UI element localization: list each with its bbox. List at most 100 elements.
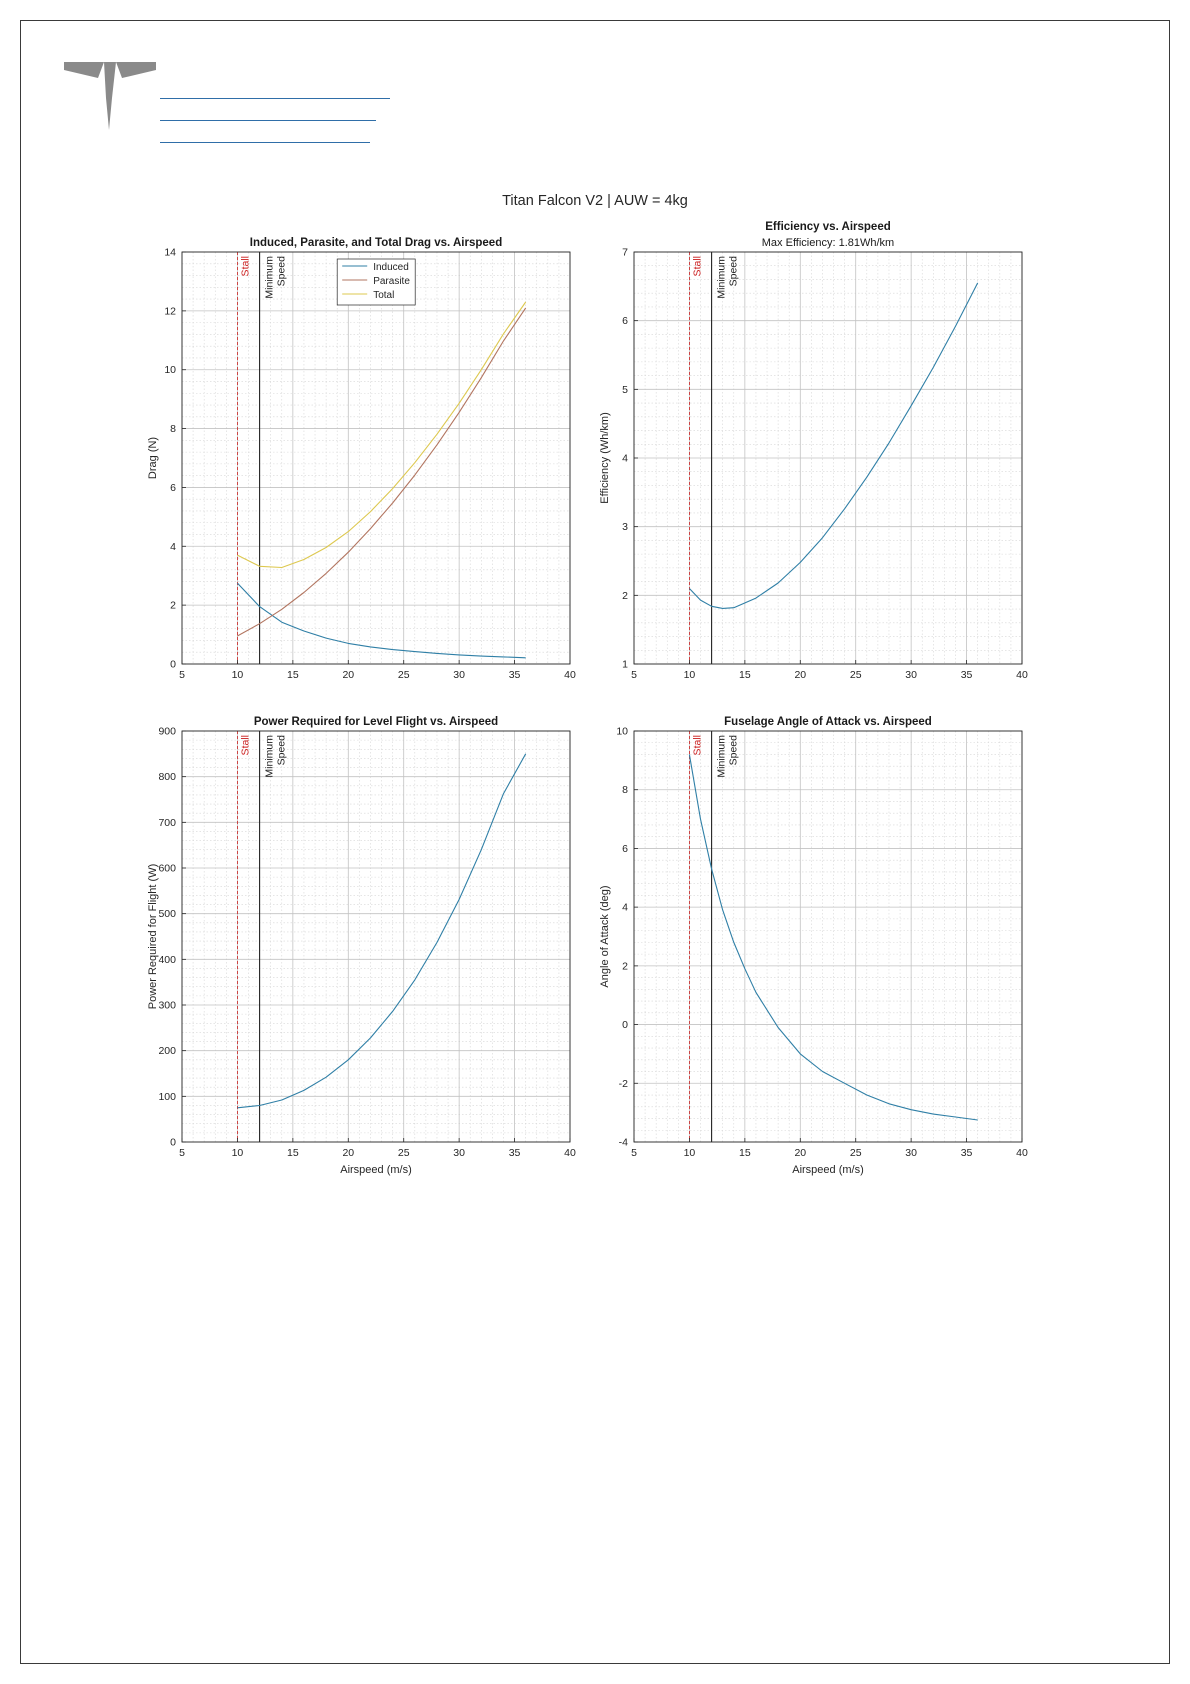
minimum-speed-label-2: Speed <box>276 735 288 766</box>
y-tick-label: -2 <box>619 1078 628 1090</box>
series-line-main <box>688 754 978 1121</box>
series-line-total <box>237 301 527 569</box>
legend: Induced Parasite Total <box>336 258 416 306</box>
x-tick-label: 25 <box>850 1147 862 1159</box>
x-axis-label: Airspeed (m/s) <box>792 1164 864 1176</box>
y-tick-label: 10 <box>616 726 628 738</box>
series-line-induced <box>237 582 526 659</box>
x-tick-label: 15 <box>287 669 299 681</box>
y-tick-label: 400 <box>158 954 176 966</box>
y-tick-label: -4 <box>619 1137 628 1149</box>
y-tick-label: 6 <box>622 843 628 855</box>
y-tick-label: 700 <box>158 817 176 829</box>
stall-label: Stall <box>239 735 251 755</box>
y-axis-label: Drag (N) <box>147 437 159 479</box>
x-tick-label: 10 <box>684 669 696 681</box>
logo-tail <box>104 62 116 130</box>
y-tick-label: 100 <box>158 1091 176 1103</box>
minimum-speed-label-1: Minimum <box>716 735 728 778</box>
y-tick-label: 8 <box>622 784 628 796</box>
x-tick-label: 30 <box>905 669 917 681</box>
y-tick-label: 14 <box>164 247 176 259</box>
x-tick-label: 20 <box>794 1147 806 1159</box>
x-tick-label: 40 <box>564 669 576 681</box>
x-tick-label: 20 <box>342 669 354 681</box>
x-tick-label: 5 <box>179 1147 185 1159</box>
x-tick-label: 35 <box>509 669 521 681</box>
x-tick-label: 20 <box>342 1147 354 1159</box>
stall-label: Stall <box>691 735 703 755</box>
logo-right-wing <box>116 62 156 78</box>
y-tick-label: 4 <box>622 902 628 914</box>
axes-box <box>181 730 571 1143</box>
header-link-line-2[interactable] <box>160 120 376 121</box>
x-tick-label: 5 <box>631 669 637 681</box>
x-tick-label: 10 <box>684 1147 696 1159</box>
axes-box <box>633 730 1023 1143</box>
chart-title: Induced, Parasite, and Total Drag vs. Ai… <box>250 237 502 249</box>
angle-of-attack-chart: Stall Minimum Speed 5 10 15 20 25 30 35 40 -4 -2 0 2 4 6… <box>599 716 1028 1176</box>
minimum-speed-label-1: Minimum <box>264 735 276 778</box>
power-chart: Stall Minimum Speed 5 10 15 20 25 30 35 400 100 200 3… <box>147 716 576 1176</box>
y-tick-label: 900 <box>158 726 176 738</box>
x-tick-label: 5 <box>631 1147 637 1159</box>
chart-title: Efficiency vs. Airspeed <box>765 221 891 233</box>
legend-entry: Total <box>373 290 394 301</box>
y-tick-label: 2 <box>170 600 176 612</box>
y-tick-label: 600 <box>158 863 176 875</box>
series-line-main <box>237 753 527 1109</box>
x-tick-label: 25 <box>398 669 410 681</box>
x-tick-label: 15 <box>739 1147 751 1159</box>
x-tick-label: 35 <box>961 1147 973 1159</box>
minimum-speed-label-2: Speed <box>276 256 288 287</box>
x-tick-label: 35 <box>509 1147 521 1159</box>
y-tick-label: 800 <box>158 771 176 783</box>
x-tick-label: 10 <box>232 1147 244 1159</box>
y-axis-label: Efficiency (Wh/km) <box>599 412 611 503</box>
x-tick-label: 15 <box>287 1147 299 1159</box>
legend-entry: Induced <box>373 262 409 273</box>
chart-title: Fuselage Angle of Attack vs. Airspeed <box>724 716 932 728</box>
series-line-parasite <box>237 307 527 637</box>
company-logo <box>64 62 156 130</box>
y-tick-label: 0 <box>170 1137 176 1149</box>
y-tick-label: 2 <box>622 590 628 602</box>
logo-left-wing <box>64 62 104 78</box>
y-tick-label: 500 <box>158 908 176 920</box>
stall-label: Stall <box>239 256 251 276</box>
x-tick-label: 35 <box>961 669 973 681</box>
x-tick-label: 25 <box>398 1147 410 1159</box>
x-tick-label: 20 <box>794 669 806 681</box>
y-tick-label: 5 <box>622 384 628 396</box>
x-tick-label: 5 <box>179 669 185 681</box>
chart-title: Power Required for Level Flight vs. Airs… <box>254 716 498 728</box>
minimum-speed-label-1: Minimum <box>264 256 276 299</box>
y-tick-label: 3 <box>622 521 628 533</box>
y-tick-label: 6 <box>170 482 176 494</box>
series-line-main <box>689 282 979 609</box>
drag-chart: Stall Minimum Speed 5 10 15 20 25 30 35 40 0 2 4 6 8 10 1… <box>147 237 576 681</box>
y-tick-label: 4 <box>622 453 628 465</box>
chart-subtitle: Max Efficiency: 1.81Wh/km <box>762 237 894 249</box>
stall-label: Stall <box>691 256 703 276</box>
axes-box <box>181 251 571 665</box>
y-tick-label: 2 <box>622 960 628 972</box>
efficiency-chart: Stall Minimum Speed 5 10 15 20 25 30 35 40 1 2 3 4 5 6 7 E… <box>599 221 1028 681</box>
figure-title: Titan Falcon V2 | AUW = 4kg <box>502 193 688 209</box>
y-tick-label: 6 <box>622 315 628 327</box>
y-tick-label: 300 <box>158 1000 176 1012</box>
legend-entry: Parasite <box>373 276 410 287</box>
y-axis-label: Power Required for Flight (W) <box>147 864 159 1010</box>
y-tick-label: 200 <box>158 1045 176 1057</box>
y-tick-label: 7 <box>622 247 628 259</box>
header-link-line-3[interactable] <box>160 142 370 143</box>
x-tick-label: 25 <box>850 669 862 681</box>
y-tick-label: 8 <box>170 423 176 435</box>
y-tick-label: 1 <box>622 659 628 671</box>
y-tick-label: 12 <box>164 305 176 317</box>
y-axis-label: Angle of Attack (deg) <box>599 885 611 987</box>
header-link-line-1[interactable] <box>160 98 390 99</box>
legend-box <box>336 258 416 306</box>
x-tick-label: 30 <box>453 1147 465 1159</box>
y-tick-label: 0 <box>622 1019 628 1031</box>
